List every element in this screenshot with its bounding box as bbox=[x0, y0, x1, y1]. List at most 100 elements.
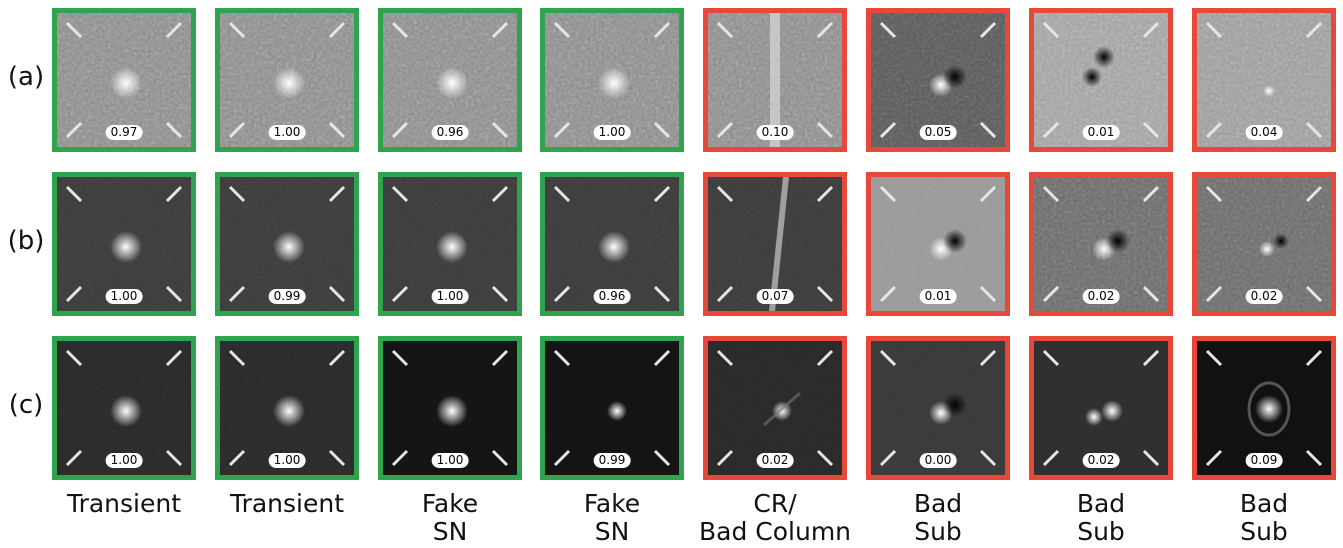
corner-tick bbox=[816, 21, 834, 39]
column-label-line: Bad bbox=[1239, 489, 1289, 518]
corner-tick bbox=[1042, 121, 1060, 139]
corner-tick bbox=[328, 21, 346, 39]
score-label: 1.00 bbox=[431, 289, 469, 304]
column-label-line: SN bbox=[432, 517, 468, 546]
corner-tick bbox=[1042, 185, 1060, 203]
score-label: 0.99 bbox=[268, 289, 306, 304]
column-label-line: Sub bbox=[1240, 517, 1288, 546]
score-label: 1.00 bbox=[593, 125, 631, 140]
column-label-line: Bad Column bbox=[698, 517, 852, 546]
column-label-1: Transient bbox=[34, 490, 214, 518]
stamp-a7: 0.01 bbox=[1029, 8, 1173, 152]
corner-tick bbox=[165, 285, 183, 303]
corner-tick bbox=[1042, 449, 1060, 467]
corner-tick bbox=[879, 285, 897, 303]
column-label-line: Fake bbox=[421, 489, 479, 518]
column-label-line: Bad bbox=[1076, 489, 1126, 518]
corner-tick bbox=[1042, 349, 1060, 367]
column-label-4: Fake SN bbox=[522, 490, 702, 546]
corner-tick bbox=[165, 449, 183, 467]
row-label-b: (b) bbox=[7, 226, 45, 256]
corner-tick bbox=[716, 285, 734, 303]
cutout-image bbox=[1034, 13, 1168, 147]
corner-tick bbox=[391, 449, 409, 467]
corner-tick bbox=[979, 449, 997, 467]
cutout-image bbox=[383, 177, 517, 311]
corner-tick bbox=[491, 449, 509, 467]
corner-tick bbox=[1142, 285, 1160, 303]
corner-tick bbox=[653, 449, 671, 467]
cutout-image bbox=[1197, 177, 1331, 311]
cutout-image bbox=[57, 177, 191, 311]
corner-tick bbox=[979, 349, 997, 367]
corner-tick bbox=[553, 185, 571, 203]
stamp-b7: 0.02 bbox=[1029, 172, 1173, 316]
corner-tick bbox=[1205, 185, 1223, 203]
corner-tick bbox=[391, 349, 409, 367]
score-label: 0.07 bbox=[756, 289, 794, 304]
corner-tick bbox=[391, 185, 409, 203]
corner-tick bbox=[1142, 185, 1160, 203]
corner-tick bbox=[716, 185, 734, 203]
score-label: 0.97 bbox=[105, 125, 143, 140]
corner-tick bbox=[165, 349, 183, 367]
stamp-c4: 0.99 bbox=[540, 336, 684, 480]
corner-tick bbox=[1305, 185, 1323, 203]
stamp-c5: 0.02 bbox=[703, 336, 847, 480]
cutout-image bbox=[708, 341, 842, 475]
corner-tick bbox=[1042, 285, 1060, 303]
corner-tick bbox=[1205, 349, 1223, 367]
cutout-image bbox=[220, 177, 354, 311]
cutout-image bbox=[708, 13, 842, 147]
corner-tick bbox=[553, 121, 571, 139]
column-label-5: CR/Bad Column bbox=[685, 490, 865, 546]
corner-tick bbox=[1205, 21, 1223, 39]
stamp-a5: 0.10 bbox=[703, 8, 847, 152]
corner-tick bbox=[1142, 449, 1160, 467]
score-label: 0.02 bbox=[756, 453, 794, 468]
corner-tick bbox=[1305, 449, 1323, 467]
cutout-image bbox=[871, 13, 1005, 147]
corner-tick bbox=[816, 121, 834, 139]
stamp-a2: 1.00 bbox=[215, 8, 359, 152]
stamp-c6: 0.00 bbox=[866, 336, 1010, 480]
corner-tick bbox=[716, 449, 734, 467]
cutout-image bbox=[57, 341, 191, 475]
score-label: 0.99 bbox=[593, 453, 631, 468]
cutout-image bbox=[545, 341, 679, 475]
corner-tick bbox=[228, 121, 246, 139]
corner-tick bbox=[491, 349, 509, 367]
column-label-line: Transient bbox=[66, 489, 182, 518]
cutout-image bbox=[1197, 341, 1331, 475]
stamp-a8: 0.04 bbox=[1192, 8, 1336, 152]
corner-tick bbox=[716, 121, 734, 139]
corner-tick bbox=[391, 285, 409, 303]
score-label: 0.02 bbox=[1245, 289, 1283, 304]
corner-tick bbox=[653, 185, 671, 203]
score-label: 0.02 bbox=[1082, 453, 1120, 468]
cutout-image bbox=[1034, 177, 1168, 311]
column-label-line: SN bbox=[594, 517, 630, 546]
stamp-c3: 1.00 bbox=[378, 336, 522, 480]
column-label-line: Transient bbox=[229, 489, 345, 518]
corner-tick bbox=[65, 449, 83, 467]
corner-tick bbox=[491, 121, 509, 139]
column-label-8: Bad Sub bbox=[1174, 490, 1343, 546]
cutout-image bbox=[383, 341, 517, 475]
corner-tick bbox=[328, 349, 346, 367]
corner-tick bbox=[1142, 121, 1160, 139]
corner-tick bbox=[879, 121, 897, 139]
corner-tick bbox=[553, 285, 571, 303]
corner-tick bbox=[1142, 349, 1160, 367]
corner-tick bbox=[716, 349, 734, 367]
stamp-a6: 0.05 bbox=[866, 8, 1010, 152]
corner-tick bbox=[228, 449, 246, 467]
score-label: 0.01 bbox=[1082, 125, 1120, 140]
stamp-b6: 0.01 bbox=[866, 172, 1010, 316]
cutout-image bbox=[708, 177, 842, 311]
corner-tick bbox=[1205, 449, 1223, 467]
score-label: 0.09 bbox=[1245, 453, 1283, 468]
column-label-7: Bad Sub bbox=[1011, 490, 1191, 546]
row-label-a: (a) bbox=[7, 62, 45, 92]
corner-tick bbox=[1305, 349, 1323, 367]
